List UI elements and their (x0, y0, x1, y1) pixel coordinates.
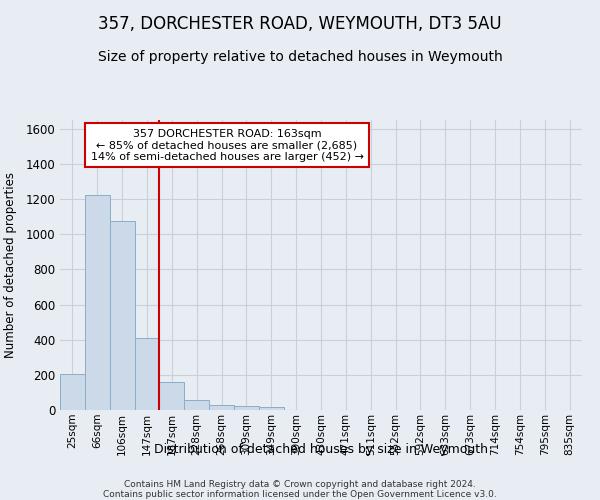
Y-axis label: Number of detached properties: Number of detached properties (4, 172, 17, 358)
Bar (184, 400, 209, 410)
Bar (234, 406, 259, 410)
Bar (60, 374, 85, 410)
Text: 357, DORCHESTER ROAD, WEYMOUTH, DT3 5AU: 357, DORCHESTER ROAD, WEYMOUTH, DT3 5AU (98, 15, 502, 33)
Text: 357 DORCHESTER ROAD: 163sqm
← 85% of detached houses are smaller (2,685)
14% of : 357 DORCHESTER ROAD: 163sqm ← 85% of det… (91, 128, 364, 162)
Bar (110, 221, 134, 410)
Text: Size of property relative to detached houses in Weymouth: Size of property relative to detached ho… (98, 50, 502, 64)
Text: Contains HM Land Registry data © Crown copyright and database right 2024.
Contai: Contains HM Land Registry data © Crown c… (103, 480, 497, 500)
Text: Distribution of detached houses by size in Weymouth: Distribution of detached houses by size … (154, 442, 488, 456)
Bar (209, 404, 234, 410)
Bar (85, 194, 110, 410)
Bar (134, 338, 160, 410)
Bar (259, 408, 284, 410)
Bar (160, 382, 184, 410)
